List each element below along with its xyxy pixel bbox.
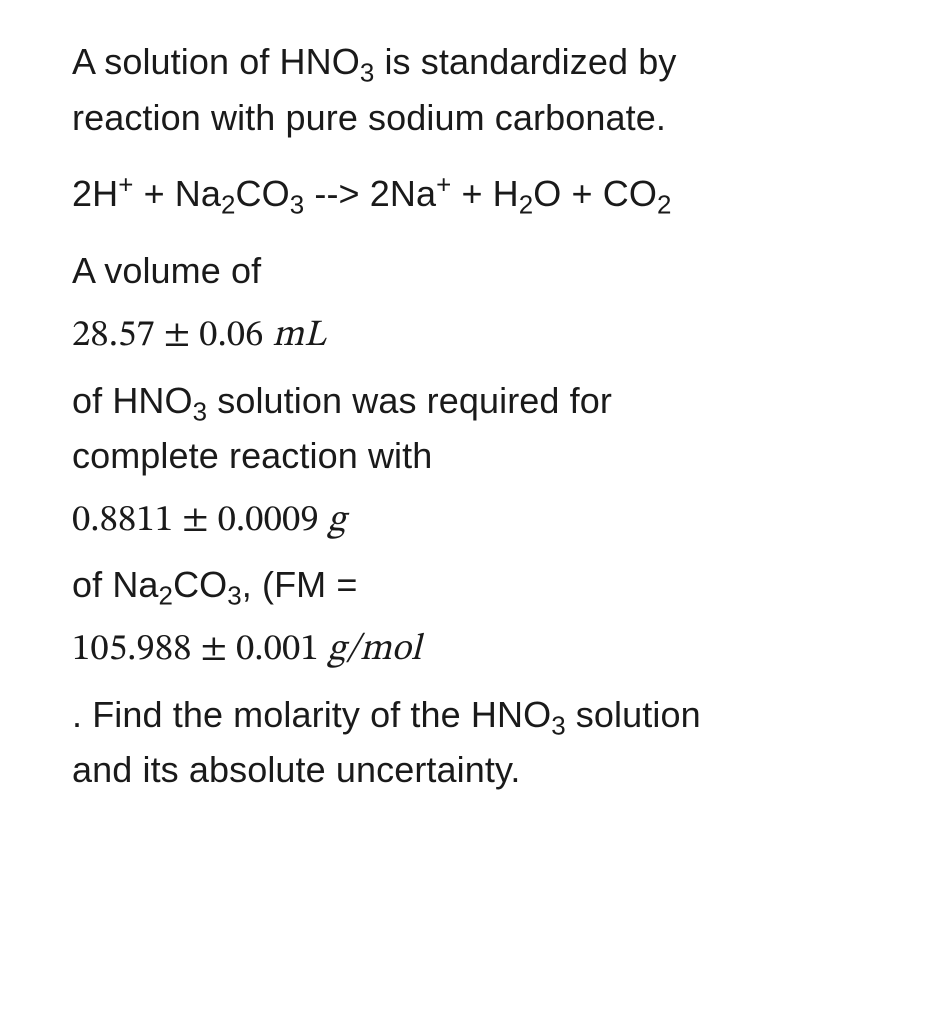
mass-num: 0.8811 ± 0.0009 — [72, 502, 328, 539]
problem-text: A solution of HNO3 is standardized by re… — [0, 0, 940, 836]
intro-paragraph: A solution of HNO3 is standardized by re… — [72, 34, 900, 146]
volume-value: 28.57 ± 0.06 mL — [72, 307, 900, 364]
final-2: and its absolute uncertainty. — [72, 749, 521, 790]
fm-line: of Na2CO3, (FM = — [72, 557, 900, 613]
fm-value: 105.988 ± 0.001 g/mol — [72, 621, 900, 678]
final-sub3: 3 — [551, 712, 566, 740]
final-paragraph: . Find the molarity of the HNO3 solution… — [72, 687, 900, 799]
fm-sub2: 2 — [159, 583, 174, 611]
mid-1b: solution was required for — [207, 380, 612, 421]
eq-sup2: + — [436, 171, 451, 199]
final-1b: solution — [566, 694, 701, 735]
eq-sup1: + — [118, 171, 133, 199]
vol-unit: mL — [272, 317, 325, 354]
volume-label: A volume of — [72, 243, 900, 299]
fm-co: CO — [173, 564, 227, 605]
mid-paragraph: of HNO3 solution was required for comple… — [72, 373, 900, 485]
intro-sub1: 3 — [360, 59, 375, 87]
vol-num: 28.57 ± 0.06 — [72, 317, 272, 354]
eq-sub3a: 3 — [290, 191, 305, 219]
eq-plus2: + H — [451, 173, 518, 214]
intro-line2: reaction with pure sodium carbonate. — [72, 97, 666, 138]
intro-line1a: A solution of HNO — [72, 41, 360, 82]
eq-arrow: --> 2Na — [304, 173, 436, 214]
fm-sub3: 3 — [227, 583, 242, 611]
intro-line1b: is standardized by — [374, 41, 676, 82]
final-1a: . Find the molarity of the HNO — [72, 694, 551, 735]
vol-label-text: A volume of — [72, 250, 261, 291]
mid-sub3: 3 — [193, 398, 208, 426]
eq-sub2c: 2 — [657, 191, 672, 219]
reaction-equation: 2H+ + Na2CO3 --> 2Na+ + H2O + CO2 — [72, 166, 900, 222]
fm-b: , (FM = — [242, 564, 358, 605]
mid-1a: of HNO — [72, 380, 193, 421]
eq-sub2b: 2 — [519, 191, 534, 219]
mass-value: 0.8811 ± 0.0009 g — [72, 492, 900, 549]
mid-2: complete reaction with — [72, 435, 432, 476]
eq-plus1: + Na — [133, 173, 221, 214]
eq-sub2a: 2 — [221, 191, 236, 219]
fm-a: of Na — [72, 564, 159, 605]
fm-num: 105.988 ± 0.001 — [72, 631, 328, 668]
eq-2h: 2H — [72, 173, 118, 214]
eq-co1: CO — [236, 173, 290, 214]
fm-unit: g/mol — [328, 631, 422, 668]
mass-unit: g — [328, 502, 346, 539]
eq-o: O + CO — [533, 173, 657, 214]
